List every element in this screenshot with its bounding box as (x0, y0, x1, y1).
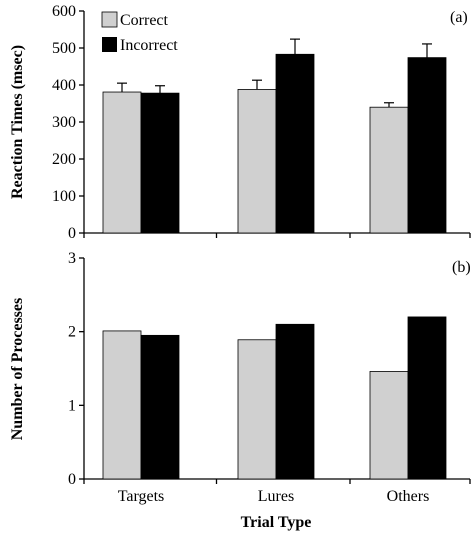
panel-b-bar-correct-others (369, 371, 409, 480)
panel-a-plot: 0 100 200 300 400 500 600 (52, 3, 471, 242)
panel-a-y-tick-label: 300 (52, 114, 76, 131)
legend-label-incorrect: Incorrect (120, 37, 178, 54)
panel-b-tag: (b) (452, 259, 471, 276)
panel-a-bar-correct-targets (102, 91, 142, 234)
panel-a-y-tick-label: 500 (52, 40, 76, 57)
panel-b-y-tick-label: 3 (68, 250, 76, 267)
panel-a-tag: (a) (450, 9, 468, 26)
panel-a-y-tick-label: 200 (52, 151, 76, 168)
panel-a-y-tick-label: 400 (52, 77, 76, 94)
legend-label-correct: Correct (120, 12, 169, 29)
panel-b-bar-correct-lures (237, 339, 277, 480)
panel-a-y-axis-title: Reaction Times (msec) (9, 45, 26, 199)
panel-b-category-label: Targets (118, 488, 165, 505)
panel-a-bar-incorrect-targets (140, 92, 180, 234)
panel-a-y-tick-label: 600 (52, 3, 76, 20)
panel-b-plot: 0 1 2 3 Targets Lures Others (68, 250, 471, 505)
panel-b-category-label: Others (387, 488, 430, 505)
legend-swatch-correct (101, 11, 118, 28)
panel-a-y-tick-label: 0 (68, 225, 76, 242)
panel-b-y-axis-title: Number of Processes (9, 298, 26, 441)
panel-b-bar-incorrect-targets (140, 334, 180, 480)
panel-b-y-tick-label: 1 (68, 397, 76, 414)
panel-b-bar-correct-targets (102, 330, 142, 480)
panel-b-bar-incorrect-lures (275, 323, 315, 480)
panel-a-bar-incorrect-lures (275, 53, 315, 234)
panel-a-bar-incorrect-others (407, 57, 447, 234)
panel-b-bar-incorrect-others (407, 316, 447, 480)
panel-a-y-tick-label: 100 (52, 188, 76, 205)
legend-swatch-incorrect (102, 37, 117, 52)
panel-a-bar-correct-others (369, 106, 409, 234)
panel-b-y-tick-label: 0 (68, 471, 76, 488)
panel-b-category-label: Lures (258, 488, 294, 505)
panel-a-bar-correct-lures (237, 89, 277, 234)
x-axis-title: Trial Type (241, 514, 312, 531)
panel-b-y-tick-label: 2 (68, 324, 76, 341)
